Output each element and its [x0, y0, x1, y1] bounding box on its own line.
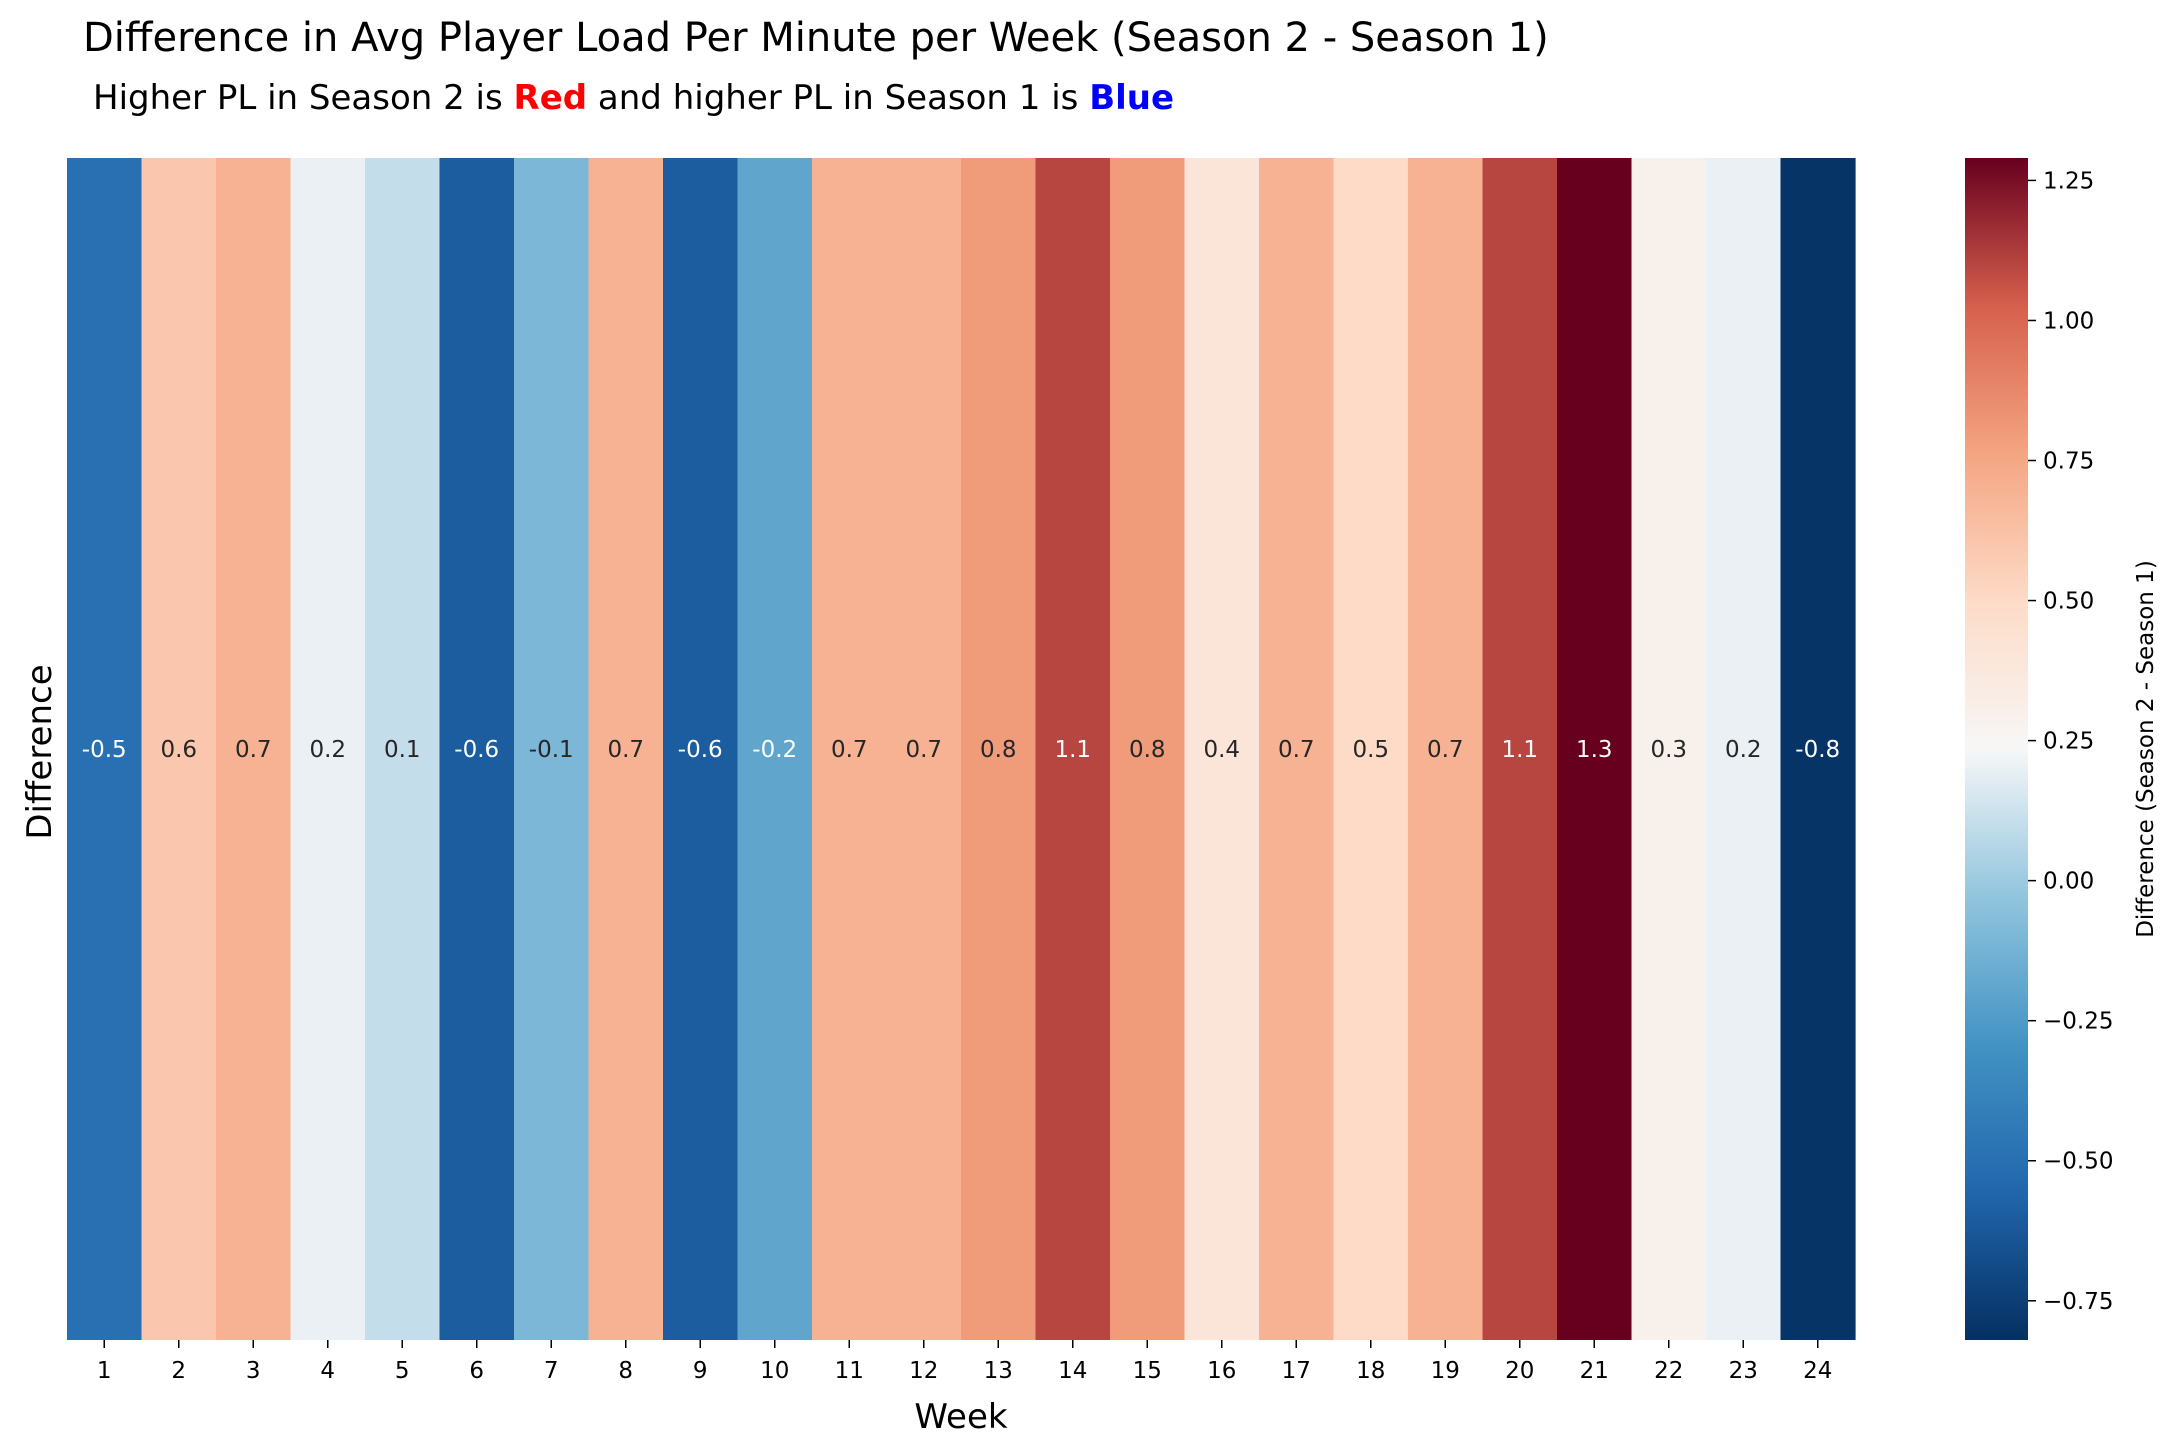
cell-value-label: 0.2	[1725, 737, 1762, 763]
heatmap-cell	[1557, 158, 1633, 1340]
x-tick-label: 4	[320, 1358, 335, 1384]
x-tick-label: 9	[693, 1358, 708, 1384]
x-tick-label: 8	[618, 1358, 633, 1384]
heatmap-cell	[514, 158, 590, 1340]
y-axis-label: Difference	[20, 664, 60, 839]
x-tick-label: 5	[395, 1358, 410, 1384]
colorbar-tick-label: −0.50	[2043, 1149, 2113, 1175]
heatmap-cell	[961, 158, 1037, 1340]
colorbar-tick-label: 0.75	[2043, 449, 2094, 475]
cell-value-label: 0.2	[309, 737, 346, 763]
x-tick-label: 6	[469, 1358, 484, 1384]
subtitle-blue-word: Blue	[1089, 78, 1174, 118]
cell-value-label: 0.7	[831, 737, 868, 763]
cell-value-label: 0.7	[235, 737, 272, 763]
cell-value-label: 0.4	[1203, 737, 1240, 763]
colorbar-tick-label: −0.75	[2043, 1289, 2113, 1315]
cell-value-label: 0.3	[1650, 737, 1687, 763]
heatmap-cell	[1631, 158, 1707, 1340]
colorbar	[1965, 158, 2028, 1340]
heatmap-cell	[1780, 158, 1856, 1340]
cell-value-label: 1.1	[1054, 737, 1091, 763]
colorbar-label: Difference (Season 2 - Season 1)	[2133, 560, 2159, 938]
cell-value-label: 0.6	[160, 737, 197, 763]
x-tick-label: 11	[835, 1358, 864, 1384]
heatmap-cells	[67, 158, 1856, 1340]
heatmap-cell	[439, 158, 515, 1340]
x-axis-label: Week	[914, 1397, 1007, 1437]
colorbar-tick-label: −0.25	[2043, 1009, 2113, 1035]
subtitle-prefix: Higher PL in Season 2 is	[93, 78, 503, 118]
x-axis-ticks: 1 2 3 4 5 6 7 8 9 10 11 12 13 14 15 16 17 18 19 20 21 22 23 24	[97, 1340, 1832, 1384]
colorbar-tick-label: 0.50	[2043, 589, 2094, 615]
x-tick-label: 24	[1803, 1358, 1832, 1384]
heatmap-cell	[663, 158, 739, 1340]
cell-value-label: -0.1	[529, 737, 574, 763]
x-tick-label: 10	[760, 1358, 789, 1384]
x-tick-label: 17	[1282, 1358, 1311, 1384]
subtitle-middle: and higher PL in Season 1 is	[598, 78, 1078, 118]
heatmap-cell	[1333, 158, 1409, 1340]
cell-value-label: -0.6	[454, 737, 499, 763]
x-tick-label: 22	[1654, 1358, 1683, 1384]
colorbar-tick-label: 0.00	[2043, 869, 2094, 895]
heatmap-cell	[1184, 158, 1260, 1340]
cell-value-label: -0.2	[752, 737, 797, 763]
x-tick-label: 13	[984, 1358, 1013, 1384]
heatmap-cell	[365, 158, 441, 1340]
heatmap-cell	[141, 158, 217, 1340]
heatmap-cell	[1408, 158, 1484, 1340]
x-tick-label: 20	[1505, 1358, 1534, 1384]
heatmap-cell	[588, 158, 664, 1340]
heatmap-cell	[1110, 158, 1186, 1340]
chart-title: Difference in Avg Player Load Per Minute…	[83, 15, 1549, 61]
colorbar-tick-label: 1.25	[2043, 168, 2094, 194]
x-tick-label: 12	[909, 1358, 938, 1384]
x-tick-label: 18	[1356, 1358, 1385, 1384]
x-tick-label: 21	[1580, 1358, 1609, 1384]
chart-subtitle: Higher PL in Season 2 is Red and higher …	[93, 78, 1174, 118]
cell-value-label: 0.7	[607, 737, 644, 763]
heatmap-cell-labels: -0.5 0.6 0.7 0.2 0.1 -0.6 -0.1 0.7 -0.6 -0.2 0.7 0.…	[82, 737, 1840, 763]
x-tick-label: 3	[246, 1358, 261, 1384]
cell-value-label: 1.1	[1501, 737, 1538, 763]
colorbar-tick-label: 0.25	[2043, 729, 2094, 755]
cell-value-label: 0.7	[1427, 737, 1464, 763]
heatmap-cell	[1482, 158, 1558, 1340]
cell-value-label: -0.5	[82, 737, 127, 763]
heatmap-cell	[1035, 158, 1111, 1340]
cell-value-label: 1.3	[1576, 737, 1613, 763]
heatmap-cell	[886, 158, 962, 1340]
heatmap-cell	[1706, 158, 1782, 1340]
x-tick-label: 7	[544, 1358, 559, 1384]
x-tick-label: 19	[1431, 1358, 1460, 1384]
x-tick-label: 2	[171, 1358, 186, 1384]
cell-value-label: 0.7	[905, 737, 942, 763]
x-tick-label: 23	[1729, 1358, 1758, 1384]
cell-value-label: -0.6	[678, 737, 723, 763]
cell-value-label: -0.8	[1795, 737, 1840, 763]
heatmap-cell	[216, 158, 292, 1340]
colorbar-ticks: −0.75 −0.50 −0.25 0.00 0.25 0.50 0.75 1.00 1.25	[2028, 168, 2113, 1315]
cell-value-label: 0.8	[980, 737, 1017, 763]
x-tick-label: 15	[1133, 1358, 1162, 1384]
heatmap-cell	[812, 158, 888, 1340]
heatmap-cell	[290, 158, 366, 1340]
x-tick-label: 1	[97, 1358, 112, 1384]
x-tick-label: 16	[1207, 1358, 1236, 1384]
heatmap-cell	[67, 158, 143, 1340]
cell-value-label: 0.5	[1352, 737, 1389, 763]
x-tick-label: 14	[1058, 1358, 1087, 1384]
subtitle-red-word: Red	[514, 78, 588, 118]
cell-value-label: 0.1	[384, 737, 421, 763]
heatmap-cell	[737, 158, 813, 1340]
colorbar-tick-label: 1.00	[2043, 308, 2094, 334]
heatmap-cell	[1259, 158, 1335, 1340]
cell-value-label: 0.7	[1278, 737, 1315, 763]
cell-value-label: 0.8	[1129, 737, 1166, 763]
